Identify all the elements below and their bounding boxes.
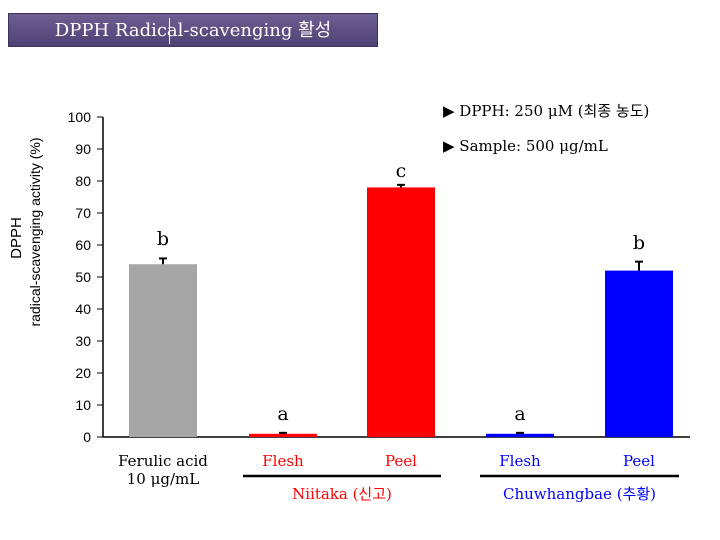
- bar: [605, 270, 673, 437]
- bar: [367, 187, 435, 437]
- y-tick-label: 90: [75, 141, 91, 157]
- category-label: Flesh: [262, 452, 304, 470]
- y-tick-label: 0: [83, 429, 91, 445]
- significance-letter: c: [396, 160, 407, 182]
- bar: [486, 433, 554, 437]
- significance-letter: b: [633, 232, 645, 254]
- y-tick-label: 30: [75, 333, 91, 349]
- y-axis-label-line2: radical-scavenging activity (%): [27, 137, 43, 326]
- bar: [129, 264, 197, 437]
- title-banner: DPPH Radical-scavenging 활성: [8, 13, 378, 47]
- category-label: Peel: [385, 452, 417, 470]
- chart-title: DPPH Radical-scavenging 활성: [54, 20, 332, 41]
- y-tick-label: 50: [75, 269, 91, 285]
- y-tick-label: 80: [75, 173, 91, 189]
- y-tick-label: 40: [75, 301, 91, 317]
- category-label: Peel: [623, 452, 655, 470]
- significance-letter: a: [277, 403, 288, 425]
- annotation: ▶ Sample: 500 μg/mL: [443, 137, 608, 155]
- bar: [249, 433, 317, 437]
- y-tick-label: 20: [75, 365, 91, 381]
- significance-letter: a: [514, 403, 525, 425]
- annotation: ▶ DPPH: 250 μM (최종 농도): [443, 102, 649, 120]
- y-tick-label: 100: [68, 109, 92, 125]
- y-tick-label: 70: [75, 205, 91, 221]
- group-label: Chuwhangbae (추황): [503, 485, 656, 503]
- category-label: Ferulic acid: [118, 452, 208, 470]
- category-label: Flesh: [499, 452, 541, 470]
- y-tick-label: 60: [75, 237, 91, 253]
- group-label: Niitaka (신고): [292, 485, 392, 503]
- y-tick-label: 10: [75, 397, 91, 413]
- significance-letter: b: [157, 228, 169, 250]
- y-axis-label-line1: DPPH: [8, 217, 25, 259]
- category-label: 10 μg/mL: [127, 470, 199, 488]
- text-cursor: [169, 18, 170, 44]
